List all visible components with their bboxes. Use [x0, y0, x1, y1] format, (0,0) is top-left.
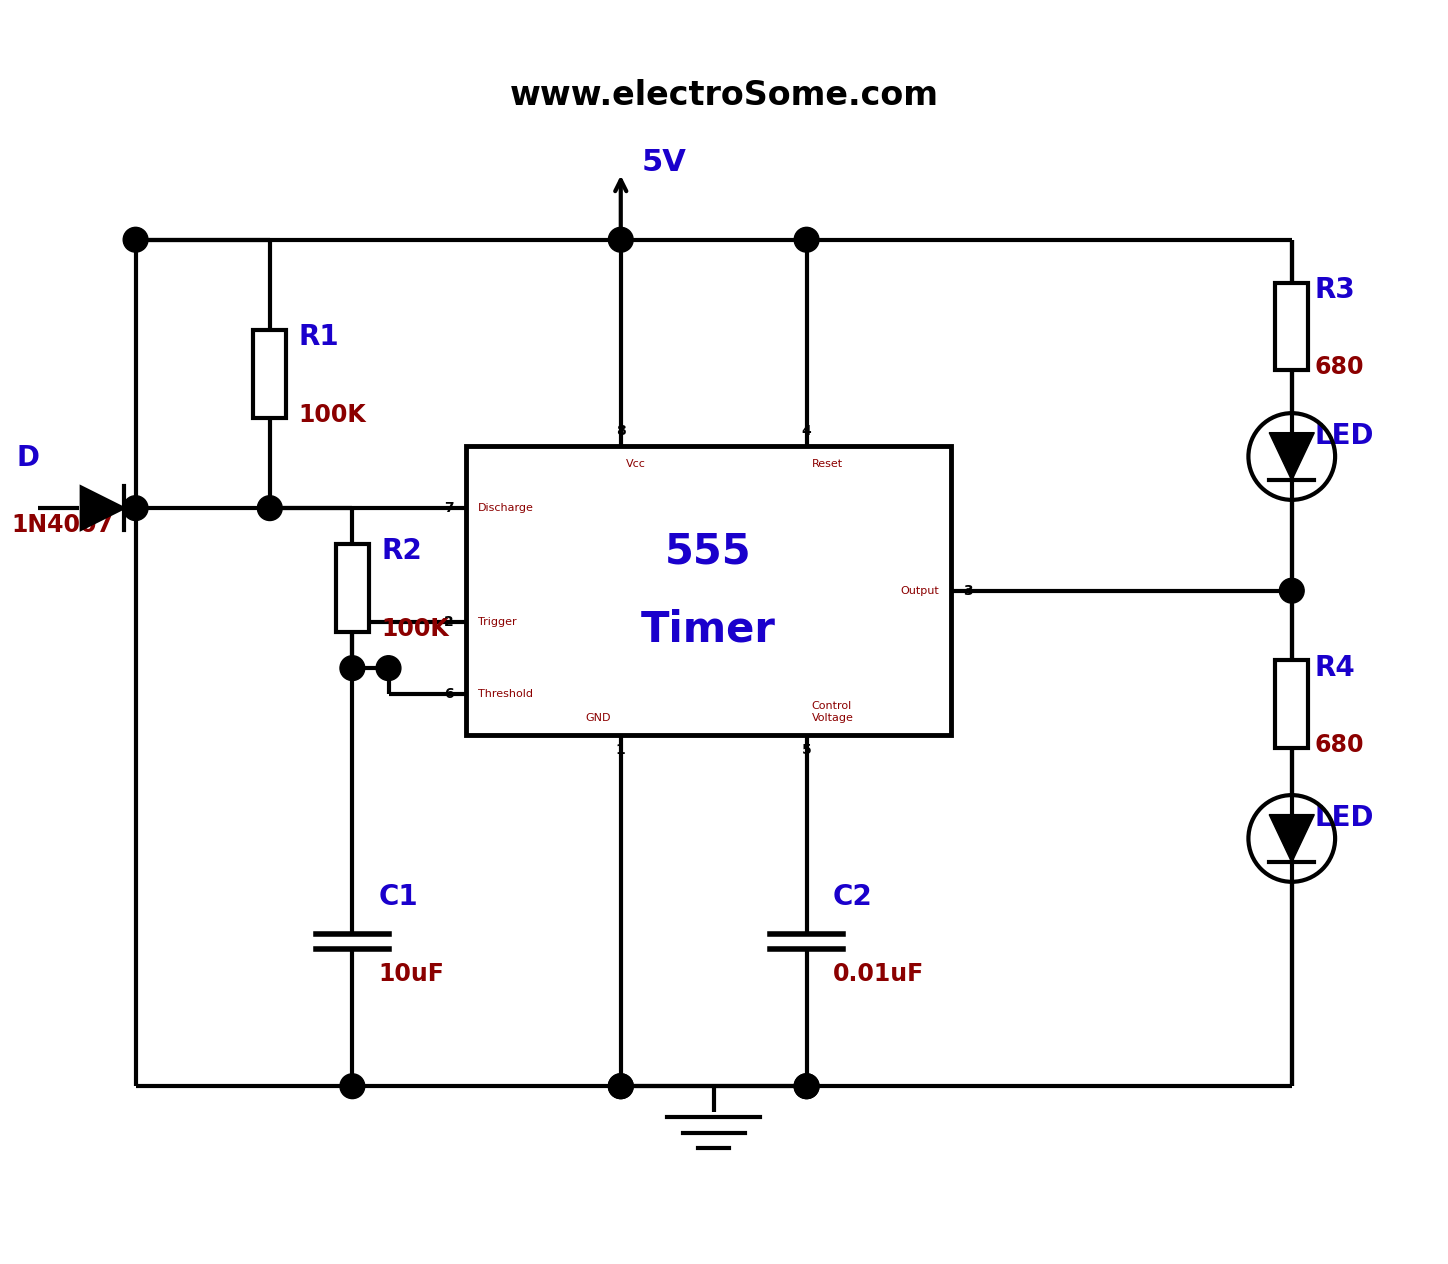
- Polygon shape: [81, 487, 125, 530]
- Text: R3: R3: [1315, 276, 1355, 303]
- Circle shape: [340, 1074, 365, 1098]
- Circle shape: [794, 228, 820, 252]
- Text: C1: C1: [378, 882, 418, 911]
- Bar: [466, 446, 951, 736]
- Circle shape: [794, 1074, 820, 1098]
- Circle shape: [376, 656, 401, 680]
- Text: 5V: 5V: [641, 148, 686, 177]
- Circle shape: [123, 228, 148, 252]
- Circle shape: [608, 1074, 633, 1098]
- Text: 555: 555: [665, 531, 752, 573]
- Text: 100K: 100K: [298, 403, 366, 427]
- Bar: [1276, 283, 1309, 370]
- Text: 1N4007: 1N4007: [12, 513, 114, 537]
- Circle shape: [608, 228, 633, 252]
- Bar: [336, 545, 369, 632]
- Text: LED: LED: [1315, 804, 1374, 832]
- Text: www.electroSome.com: www.electroSome.com: [510, 78, 938, 111]
- Text: 0.01uF: 0.01uF: [833, 962, 924, 986]
- Circle shape: [123, 495, 148, 521]
- Text: D: D: [17, 444, 41, 471]
- Text: 10uF: 10uF: [378, 962, 445, 986]
- Circle shape: [340, 656, 365, 680]
- Text: Trigger: Trigger: [478, 617, 517, 627]
- Text: GND: GND: [585, 713, 611, 723]
- Text: Control
Voltage: Control Voltage: [812, 702, 854, 723]
- Text: 4: 4: [802, 423, 811, 437]
- Text: 2: 2: [443, 614, 453, 628]
- Text: 7: 7: [445, 501, 453, 516]
- Polygon shape: [1270, 432, 1315, 480]
- Bar: [253, 330, 287, 418]
- Text: 5: 5: [802, 743, 811, 757]
- Text: 6: 6: [445, 686, 453, 702]
- Text: R4: R4: [1315, 653, 1355, 681]
- Circle shape: [794, 1074, 820, 1098]
- Circle shape: [608, 1074, 633, 1098]
- Text: LED: LED: [1315, 422, 1374, 450]
- Text: 680: 680: [1315, 733, 1364, 757]
- Text: R1: R1: [298, 324, 339, 351]
- Polygon shape: [1270, 814, 1315, 862]
- Text: 3: 3: [963, 584, 973, 598]
- Text: 680: 680: [1315, 355, 1364, 379]
- Text: 1: 1: [615, 743, 626, 757]
- Text: Timer: Timer: [641, 609, 776, 651]
- Text: Vcc: Vcc: [626, 459, 646, 469]
- Text: C2: C2: [833, 882, 872, 911]
- Text: Output: Output: [901, 585, 938, 595]
- Bar: [1276, 660, 1309, 748]
- Text: 8: 8: [615, 423, 626, 437]
- Text: Reset: Reset: [812, 459, 843, 469]
- Text: 100K: 100K: [381, 617, 449, 641]
- Circle shape: [1280, 579, 1305, 603]
- Text: R2: R2: [381, 537, 421, 565]
- Text: Threshold: Threshold: [478, 689, 533, 699]
- Circle shape: [258, 495, 282, 521]
- Text: Discharge: Discharge: [478, 503, 534, 513]
